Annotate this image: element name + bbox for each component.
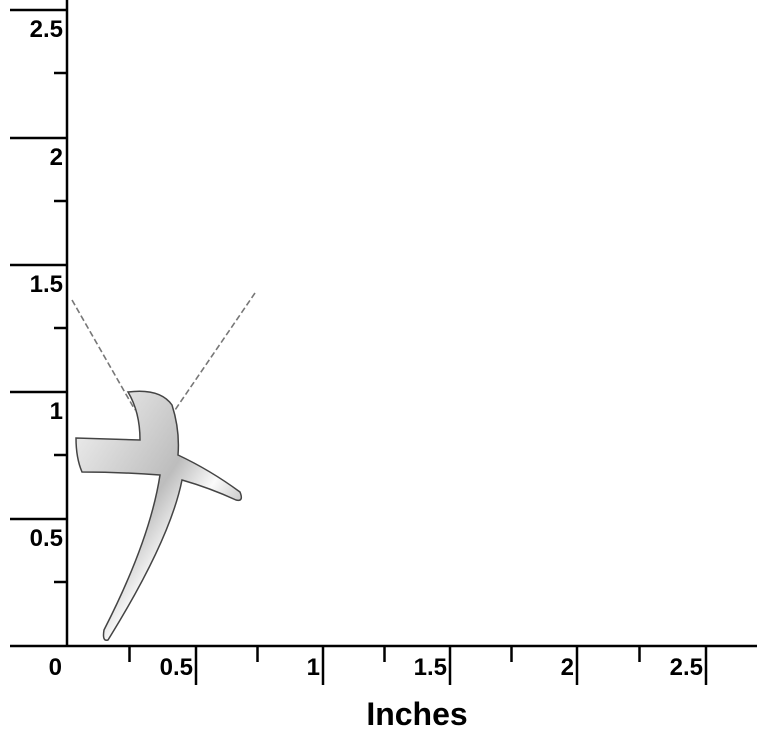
pendant: [71, 292, 256, 642]
y-tick-label: 2: [50, 144, 63, 171]
y-tick-label: 1.5: [30, 271, 63, 298]
x-tick-label: 2.5: [670, 654, 703, 681]
x-axis-label: Inches: [366, 696, 467, 732]
x-tick-label: 1: [307, 654, 320, 681]
chain: [71, 292, 256, 411]
x-tick-label: 0: [49, 654, 62, 681]
ruler: Inches 0 0.5 1 1.5 2 2.5 0.5 1 1.5 2 2.5: [10, 0, 757, 732]
y-tick-label: 1: [50, 398, 63, 425]
y-tick-label: 2.5: [30, 16, 63, 43]
y-tick-label: 0.5: [30, 525, 63, 552]
x-tick-label: 2: [561, 654, 574, 681]
x-tick-label: 1.5: [414, 654, 447, 681]
x-tick-label: 0.5: [160, 654, 193, 681]
